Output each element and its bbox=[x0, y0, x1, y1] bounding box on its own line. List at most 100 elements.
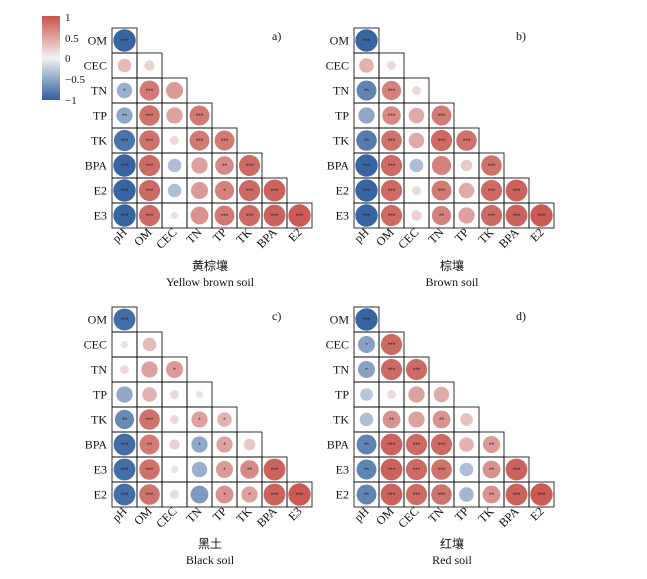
correlation-circle bbox=[191, 411, 208, 428]
correlation-circle bbox=[530, 483, 553, 506]
significance-mark: *** bbox=[121, 492, 129, 499]
colorbar-tick: −1 bbox=[65, 95, 77, 107]
correlation-circle bbox=[189, 130, 210, 151]
correlation-circle bbox=[166, 107, 183, 124]
row-label: CEC bbox=[326, 338, 349, 352]
correlation-circle bbox=[358, 107, 375, 124]
correlation-circle bbox=[432, 410, 451, 429]
correlation-circle bbox=[357, 335, 376, 354]
column-label: BPA bbox=[254, 504, 280, 530]
row-label: CEC bbox=[84, 59, 107, 73]
correlation-circle bbox=[113, 29, 136, 52]
grid-cell bbox=[528, 481, 555, 508]
significance-mark: *** bbox=[413, 367, 421, 374]
correlation-circle bbox=[530, 204, 553, 227]
correlation-circle bbox=[113, 179, 136, 202]
correlation-circle bbox=[431, 459, 452, 480]
correlation-circle bbox=[355, 29, 378, 52]
row-label: BPA bbox=[85, 159, 108, 173]
correlation-circle bbox=[139, 459, 160, 480]
correlation-circle bbox=[380, 154, 403, 177]
correlation-circle bbox=[505, 179, 528, 202]
correlation-circle bbox=[408, 107, 425, 124]
significance-mark: ** bbox=[489, 467, 495, 474]
row-label: CEC bbox=[326, 59, 349, 73]
correlation-circle bbox=[481, 155, 502, 176]
correlation-circle bbox=[480, 179, 503, 202]
significance-mark: *** bbox=[538, 213, 546, 220]
correlation-circle bbox=[191, 461, 208, 478]
correlation-circle bbox=[412, 186, 421, 195]
correlation-circle bbox=[382, 410, 401, 429]
correlation-circle bbox=[360, 388, 373, 401]
correlation-circle bbox=[482, 435, 501, 454]
significance-mark: * bbox=[173, 367, 176, 374]
significance-mark: *** bbox=[513, 213, 521, 220]
significance-mark: *** bbox=[438, 492, 446, 499]
correlation-circle bbox=[387, 61, 396, 70]
correlation-circle bbox=[113, 154, 136, 177]
correlation-circle bbox=[460, 159, 473, 172]
row-label: TK bbox=[333, 413, 349, 427]
significance-mark: *** bbox=[538, 492, 546, 499]
correlation-circle bbox=[380, 483, 403, 506]
significance-mark: *** bbox=[438, 138, 446, 145]
row-label: TP bbox=[335, 388, 349, 402]
correlation-circle bbox=[380, 333, 403, 356]
significance-mark: *** bbox=[463, 138, 471, 145]
panel-title-cn: 黄棕壤 bbox=[192, 258, 228, 273]
significance-mark: *** bbox=[146, 213, 154, 220]
correlation-circle bbox=[120, 340, 129, 349]
significance-mark: *** bbox=[513, 467, 521, 474]
significance-mark: *** bbox=[271, 213, 279, 220]
grid-cell bbox=[528, 202, 555, 229]
correlation-circle bbox=[217, 412, 232, 427]
row-label: E2 bbox=[94, 488, 107, 502]
correlation-circle bbox=[288, 204, 311, 227]
correlation-circle bbox=[116, 107, 133, 124]
correlation-circle bbox=[139, 80, 160, 101]
correlation-circle bbox=[480, 204, 503, 227]
colorbar-tick: 0.5 bbox=[65, 33, 79, 45]
significance-mark: ** bbox=[147, 442, 153, 449]
correlation-circle bbox=[116, 386, 133, 403]
significance-mark: *** bbox=[146, 188, 154, 195]
correlation-circle bbox=[355, 308, 378, 331]
correlation-circle bbox=[431, 205, 452, 226]
significance-mark: *** bbox=[121, 138, 129, 145]
significance-mark: *** bbox=[388, 163, 396, 170]
correlation-circle bbox=[113, 458, 136, 481]
column-label: BPA bbox=[496, 504, 522, 530]
significance-mark: ** bbox=[222, 163, 228, 170]
significance-mark: *** bbox=[271, 467, 279, 474]
row-label: OM bbox=[330, 34, 350, 48]
significance-mark: *** bbox=[388, 342, 396, 349]
correlation-circle bbox=[355, 204, 378, 227]
correlation-circle bbox=[191, 157, 208, 174]
significance-mark: *** bbox=[513, 188, 521, 195]
correlation-circle bbox=[139, 130, 160, 151]
column-label: CEC bbox=[395, 225, 421, 251]
correlation-circle bbox=[456, 130, 477, 151]
correlation-circle bbox=[189, 105, 210, 126]
correlation-circle bbox=[170, 465, 179, 474]
correlation-circle bbox=[169, 439, 180, 450]
row-label: E2 bbox=[94, 184, 107, 198]
significance-mark: *** bbox=[363, 188, 371, 195]
correlation-circle bbox=[505, 458, 528, 481]
correlation-circle bbox=[113, 129, 136, 152]
correlation-circle bbox=[412, 86, 421, 95]
correlation-circle bbox=[170, 415, 179, 424]
correlation-circle bbox=[356, 434, 377, 455]
column-label: OM bbox=[373, 504, 397, 528]
column-label: OM bbox=[131, 504, 155, 528]
significance-mark: *** bbox=[363, 38, 371, 45]
significance-mark: *** bbox=[413, 442, 421, 449]
panel-title-en: Brown soil bbox=[425, 275, 479, 289]
correlation-circle bbox=[139, 434, 160, 455]
correlation-circle bbox=[138, 204, 161, 227]
colorbar: 1 0.5 0 −0.5 −1 bbox=[42, 12, 85, 107]
